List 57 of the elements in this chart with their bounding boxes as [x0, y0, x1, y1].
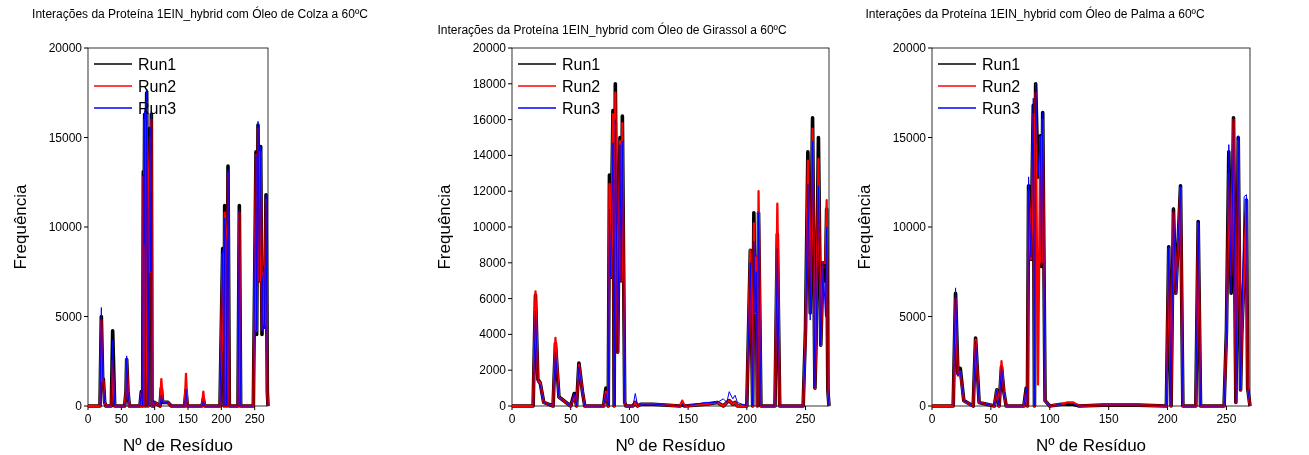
y-tick-label: 14000 [472, 148, 507, 163]
legend-label: Run1 [138, 56, 177, 73]
x-tick-label: 200 [211, 412, 232, 426]
x-tick-label: 0 [508, 412, 516, 426]
y-tick-label: 8000 [479, 255, 507, 270]
y-axis-title: Frequência [435, 183, 454, 270]
x-tick-label: 150 [678, 412, 699, 426]
y-tick-label: 18000 [472, 76, 507, 91]
x-tick-label: 50 [984, 412, 998, 426]
x-tick-label: 100 [619, 412, 640, 426]
x-tick-label: 50 [564, 412, 578, 426]
legend-label: Run3 [982, 100, 1021, 117]
line-series [532, 119, 830, 407]
x-tick-label: 250 [795, 412, 816, 426]
y-tick-label: 10000 [48, 220, 83, 234]
x-tick-label: 250 [244, 412, 265, 426]
y-tick-label: 6000 [479, 291, 507, 306]
chart-title: Interações da Proteína 1EIN_hybrid com Óleo de Palma a 60ºC [865, 6, 1205, 21]
y-tick-label: 20000 [48, 41, 83, 55]
legend-label: Run2 [138, 78, 177, 95]
y-tick-label: 16000 [472, 112, 507, 127]
y-tick-label: 0 [919, 399, 927, 413]
y-tick-label: 12000 [472, 184, 507, 199]
y-tick-label: 10000 [892, 220, 927, 234]
y-tick-label: 10000 [472, 220, 507, 234]
y-tick-label: 0 [499, 399, 507, 413]
y-tick-label: 15000 [892, 130, 927, 145]
x-axis-title: Nº de Resíduo [1035, 436, 1147, 455]
y-axis-title: Frequência [855, 183, 874, 270]
legend-label: Run1 [562, 56, 601, 73]
y-tick-label: 4000 [479, 327, 507, 342]
x-tick-label: 50 [114, 412, 129, 426]
x-axis-title: Nº de Resíduo [122, 436, 234, 455]
legend-label: Run1 [982, 56, 1021, 73]
x-tick-label: 150 [177, 412, 199, 426]
y-tick-label: 5000 [55, 309, 83, 324]
legend-label: Run3 [562, 100, 601, 117]
x-tick-label: 0 [84, 412, 92, 426]
legend-label: Run2 [562, 78, 601, 95]
x-tick-label: 200 [736, 412, 758, 426]
x-tick-label: 100 [144, 412, 165, 426]
x-tick-label: 250 [1216, 412, 1237, 426]
y-tick-label: 2000 [479, 363, 507, 378]
y-tick-label: 20000 [892, 41, 927, 55]
y-tick-label: 20000 [472, 41, 507, 55]
x-tick-label: 100 [1039, 412, 1061, 426]
y-tick-label: 0 [75, 399, 83, 413]
y-tick-label: 5000 [899, 309, 927, 324]
x-axis-title: Nº de Resíduo [615, 436, 726, 455]
x-tick-label: 0 [928, 412, 936, 426]
legend-label: Run2 [982, 78, 1021, 95]
y-axis-title: Frequência [11, 183, 30, 270]
y-tick-label: 15000 [48, 130, 83, 145]
chart-title: Interações da Proteína 1EIN_hybrid com Óleo de Girassol a 60ºC [437, 22, 787, 37]
x-tick-label: 150 [1098, 412, 1119, 426]
chart-title: Interações da Proteína 1EIN_hybrid com Óleo de Colza a 60ºC [32, 6, 369, 21]
x-tick-label: 200 [1157, 412, 1178, 426]
